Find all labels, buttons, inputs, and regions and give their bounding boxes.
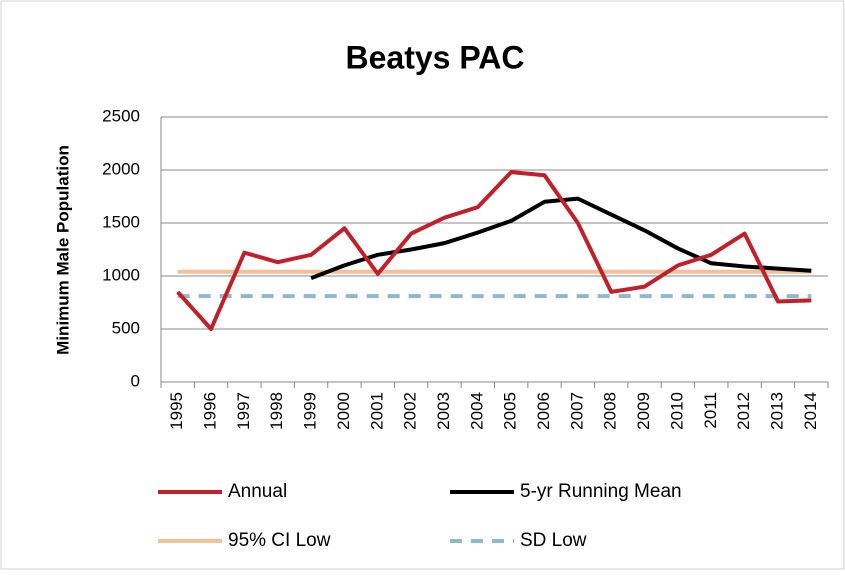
y-tick-label: 1000 <box>102 265 140 284</box>
x-tick-label: 1996 <box>201 392 220 430</box>
x-tick-label: 1995 <box>167 392 186 430</box>
legend-label: 95% CI Low <box>228 530 331 551</box>
x-tick-label: 2006 <box>534 392 553 430</box>
x-tick-label: 2010 <box>667 392 686 430</box>
legend-label: Annual <box>228 481 287 502</box>
x-tick-label: 2003 <box>434 392 453 430</box>
x-tick-label: 2013 <box>767 392 786 430</box>
x-tick-label: 2012 <box>734 392 753 430</box>
y-tick-label: 1500 <box>102 212 140 231</box>
series-line <box>176 170 812 331</box>
y-tick-label: 2500 <box>102 106 140 125</box>
x-tick-label: 2014 <box>801 392 820 430</box>
x-tick-label: 2004 <box>467 392 486 430</box>
y-tick-label: 500 <box>112 318 140 337</box>
y-axis-label: Minimum Male Population <box>53 145 72 355</box>
legend-label: 5-yr Running Mean <box>520 481 682 502</box>
x-tick-label: 1997 <box>234 392 253 430</box>
x-tick-label: 2007 <box>567 392 586 430</box>
chart-title: Beatys PAC <box>345 39 524 75</box>
legend-label: SD Low <box>520 530 587 551</box>
x-tick-label: 2008 <box>601 392 620 430</box>
y-tick-label: 0 <box>131 371 140 390</box>
x-tick-label: 2005 <box>501 392 520 430</box>
x-tick-label: 2009 <box>634 392 653 430</box>
x-tick-label: 1998 <box>267 392 286 430</box>
x-tick-label: 2011 <box>701 392 720 429</box>
x-tick-label: 2000 <box>334 392 353 430</box>
y-tick-label: 2000 <box>102 159 140 178</box>
x-tick-label: 2002 <box>401 392 420 430</box>
x-tick-label: 2001 <box>367 392 386 430</box>
x-tick-label: 1999 <box>301 392 320 430</box>
